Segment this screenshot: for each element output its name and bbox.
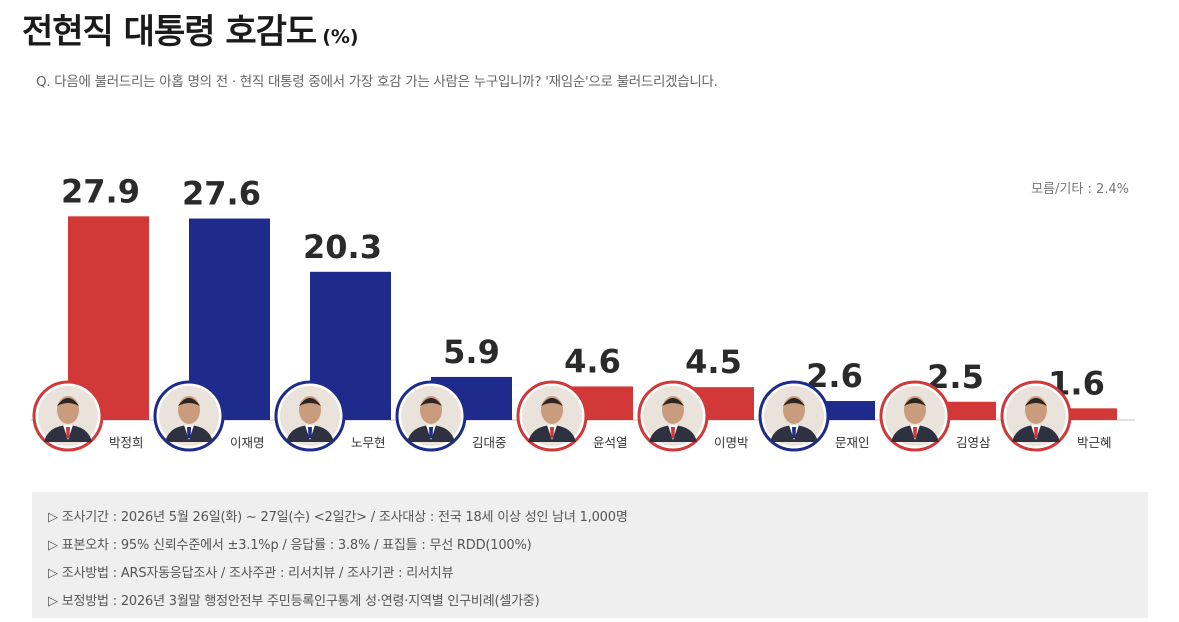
category-label: 김영삼 xyxy=(956,435,991,450)
category-label: 박근혜 xyxy=(1077,435,1112,450)
portrait-avatar xyxy=(32,380,104,452)
title-unit: (%) xyxy=(322,26,359,48)
chart-title: 전현직 대통령 호감도 (%) xyxy=(22,4,359,53)
title-text: 전현직 대통령 호감도 xyxy=(22,12,317,52)
survey-question: Q. 다음에 불러드리는 아홉 명의 전 · 현직 대통령 중에서 가장 호감 … xyxy=(36,74,718,90)
portrait-avatar xyxy=(1000,380,1072,452)
note-weighting: ▷ 보정방법 : 2026년 3월말 행정안전부 주민등록인구통계 성·연령·지… xyxy=(48,594,540,609)
category-label: 박정희 xyxy=(109,435,144,450)
value-label: 27.9 xyxy=(61,172,140,210)
category-label: 이재명 xyxy=(230,435,265,450)
category-label: 윤석열 xyxy=(593,435,628,450)
value-label: 20.3 xyxy=(303,228,382,266)
category-label: 노무현 xyxy=(351,435,386,450)
value-label: 4.5 xyxy=(685,343,742,381)
survey-notes: ▷ 조사기간 : 2026년 5월 26일(화) ~ 27일(수) <2일간> … xyxy=(32,492,1148,618)
value-label: 4.6 xyxy=(564,342,621,380)
portrait-avatar xyxy=(274,380,346,452)
category-label: 문재인 xyxy=(835,435,870,450)
note-method: ▷ 조사방법 : ARS자동응답조사 / 조사주관 : 리서치뷰 / 조사기관 … xyxy=(48,566,454,581)
category-label: 이명박 xyxy=(714,435,749,450)
portrait-avatar xyxy=(637,380,709,452)
category-label: 김대중 xyxy=(472,435,507,450)
portrait-avatar xyxy=(516,380,588,452)
note-period: ▷ 조사기간 : 2026년 5월 26일(화) ~ 27일(수) <2일간> … xyxy=(48,510,628,525)
bar xyxy=(1036,408,1117,420)
value-label: 5.9 xyxy=(443,333,500,371)
value-label: 27.6 xyxy=(182,175,261,213)
portrait-avatar xyxy=(153,380,225,452)
portrait-avatar xyxy=(395,380,467,452)
portrait-avatar xyxy=(879,380,951,452)
others-note: 모름/기타 : 2.4% xyxy=(1031,182,1129,197)
note-sampling-error: ▷ 표본오차 : 95% 신뢰수준에서 ±3.1%p / 응답률 : 3.8% … xyxy=(48,538,532,553)
portrait-avatar xyxy=(758,380,830,452)
bar-chart: 27.9박정희27.6이재명20.3노무현5.9김대중4.6윤석열4.5이명박2… xyxy=(30,172,1135,452)
